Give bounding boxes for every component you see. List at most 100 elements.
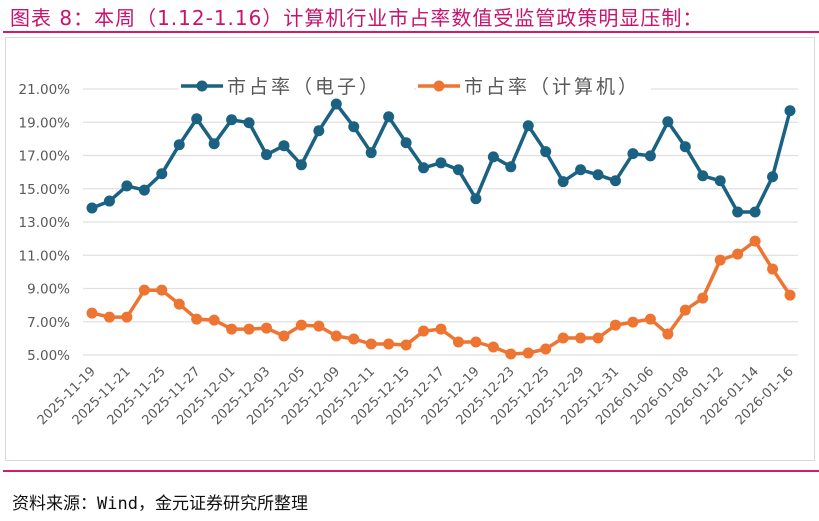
y-tick-label: 13.00% bbox=[19, 215, 71, 231]
data-point-marker bbox=[505, 161, 517, 173]
data-point-marker bbox=[86, 307, 98, 319]
data-point-marker bbox=[767, 263, 779, 275]
data-point-marker bbox=[400, 137, 412, 149]
data-point-marker bbox=[365, 338, 377, 350]
series-electronics bbox=[86, 98, 796, 218]
data-point-marker bbox=[749, 235, 761, 247]
data-point-marker bbox=[243, 117, 255, 129]
data-point-marker bbox=[784, 105, 796, 117]
data-point-marker bbox=[505, 348, 517, 360]
data-point-marker bbox=[522, 120, 534, 132]
x-axis-labels: 2025-11-192025-11-212025-11-252025-11-27… bbox=[35, 364, 797, 428]
line-chart: 5.00% 7.00% 9.00% 11.00% 13.00% 15.00% 17.00% 1… bbox=[19, 72, 798, 428]
data-point-marker bbox=[435, 323, 447, 335]
data-point-marker bbox=[627, 148, 639, 160]
legend-item-electronics: 市占率（电子） bbox=[179, 72, 414, 98]
data-point-marker bbox=[435, 157, 447, 169]
data-point-marker bbox=[191, 113, 203, 125]
y-tick-label: 17.00% bbox=[19, 149, 71, 165]
series-line bbox=[91, 239, 792, 356]
source-note: 资料来源：Wind，金元证券研究所整理 bbox=[12, 494, 308, 514]
data-point-marker bbox=[418, 325, 430, 337]
data-point-marker bbox=[295, 159, 307, 171]
data-point-marker bbox=[400, 339, 412, 351]
data-point-marker bbox=[121, 180, 133, 192]
data-point-marker bbox=[313, 320, 325, 332]
data-point-marker bbox=[208, 138, 220, 150]
y-axis-labels: 5.00% 7.00% 9.00% 11.00% 13.00% 15.00% 17.00% 1… bbox=[19, 82, 71, 364]
data-point-marker bbox=[592, 169, 604, 181]
data-point-marker bbox=[452, 336, 464, 348]
data-point-marker bbox=[86, 202, 98, 214]
data-point-marker bbox=[767, 171, 779, 183]
data-point-marker bbox=[784, 289, 796, 301]
data-point-marker bbox=[365, 147, 377, 159]
source-rule bbox=[3, 470, 819, 472]
data-point-marker bbox=[383, 111, 395, 123]
data-point-marker bbox=[679, 141, 691, 153]
data-point-marker bbox=[278, 330, 290, 342]
data-point-marker bbox=[749, 206, 761, 218]
data-point-marker bbox=[557, 176, 569, 188]
data-point-marker bbox=[226, 323, 238, 335]
data-point-marker bbox=[697, 170, 709, 182]
data-point-marker bbox=[679, 304, 691, 316]
data-point-marker bbox=[627, 316, 639, 328]
data-point-marker bbox=[226, 114, 238, 126]
data-point-marker bbox=[662, 328, 674, 340]
data-point-marker bbox=[156, 284, 168, 296]
data-point-marker bbox=[330, 330, 342, 342]
data-point-marker bbox=[313, 125, 325, 137]
figure-title: 图表 8：本周（1.12-1.16）计算机行业市占率数值受监管政策明显压制： bbox=[10, 6, 704, 30]
data-point-marker bbox=[295, 319, 307, 331]
data-point-marker bbox=[330, 98, 342, 110]
data-point-marker bbox=[575, 332, 587, 344]
data-point-marker bbox=[418, 162, 430, 174]
data-point-marker bbox=[592, 332, 604, 344]
series-computer bbox=[86, 235, 796, 360]
data-point-marker bbox=[261, 149, 272, 161]
data-point-marker bbox=[610, 175, 621, 187]
data-point-marker bbox=[470, 193, 482, 205]
data-point-marker bbox=[121, 311, 133, 323]
data-point-marker bbox=[452, 164, 464, 176]
data-point-marker bbox=[261, 322, 272, 334]
legend-item-computer: 市占率（计算机） bbox=[416, 72, 651, 98]
data-point-marker bbox=[575, 164, 587, 176]
legend-label: 市占率（电子） bbox=[227, 76, 381, 98]
data-point-marker bbox=[383, 338, 395, 350]
data-point-marker bbox=[540, 146, 552, 158]
data-point-marker bbox=[103, 195, 115, 207]
data-point-marker bbox=[557, 332, 569, 344]
legend-marker-icon bbox=[433, 80, 445, 92]
data-point-marker bbox=[173, 298, 185, 310]
data-point-marker bbox=[540, 343, 552, 355]
legend-marker-icon bbox=[196, 80, 208, 92]
data-point-marker bbox=[644, 150, 656, 162]
data-point-marker bbox=[714, 175, 726, 187]
data-point-marker bbox=[487, 151, 499, 163]
y-tick-label: 11.00% bbox=[19, 248, 71, 264]
title-rule bbox=[3, 31, 819, 33]
y-tick-label: 19.00% bbox=[19, 115, 71, 131]
legend-label: 市占率（计算机） bbox=[464, 76, 640, 98]
data-point-marker bbox=[138, 284, 150, 296]
y-tick-label: 15.00% bbox=[19, 182, 71, 198]
data-point-marker bbox=[173, 139, 185, 151]
data-point-marker bbox=[470, 336, 482, 348]
data-point-marker bbox=[644, 313, 656, 325]
chart-frame: 5.00% 7.00% 9.00% 11.00% 13.00% 15.00% 17.00% 1… bbox=[5, 37, 815, 461]
y-tick-label: 7.00% bbox=[27, 315, 70, 331]
data-point-marker bbox=[662, 116, 674, 128]
data-point-marker bbox=[732, 248, 744, 260]
data-point-marker bbox=[732, 206, 744, 218]
y-tick-label: 9.00% bbox=[27, 282, 70, 298]
data-point-marker bbox=[714, 254, 726, 266]
data-point-marker bbox=[156, 168, 168, 180]
y-tick-label: 5.00% bbox=[27, 348, 70, 364]
data-point-marker bbox=[610, 319, 621, 331]
data-point-marker bbox=[138, 184, 150, 196]
data-point-marker bbox=[697, 292, 709, 304]
data-point-marker bbox=[522, 347, 534, 359]
data-point-marker bbox=[243, 323, 255, 335]
